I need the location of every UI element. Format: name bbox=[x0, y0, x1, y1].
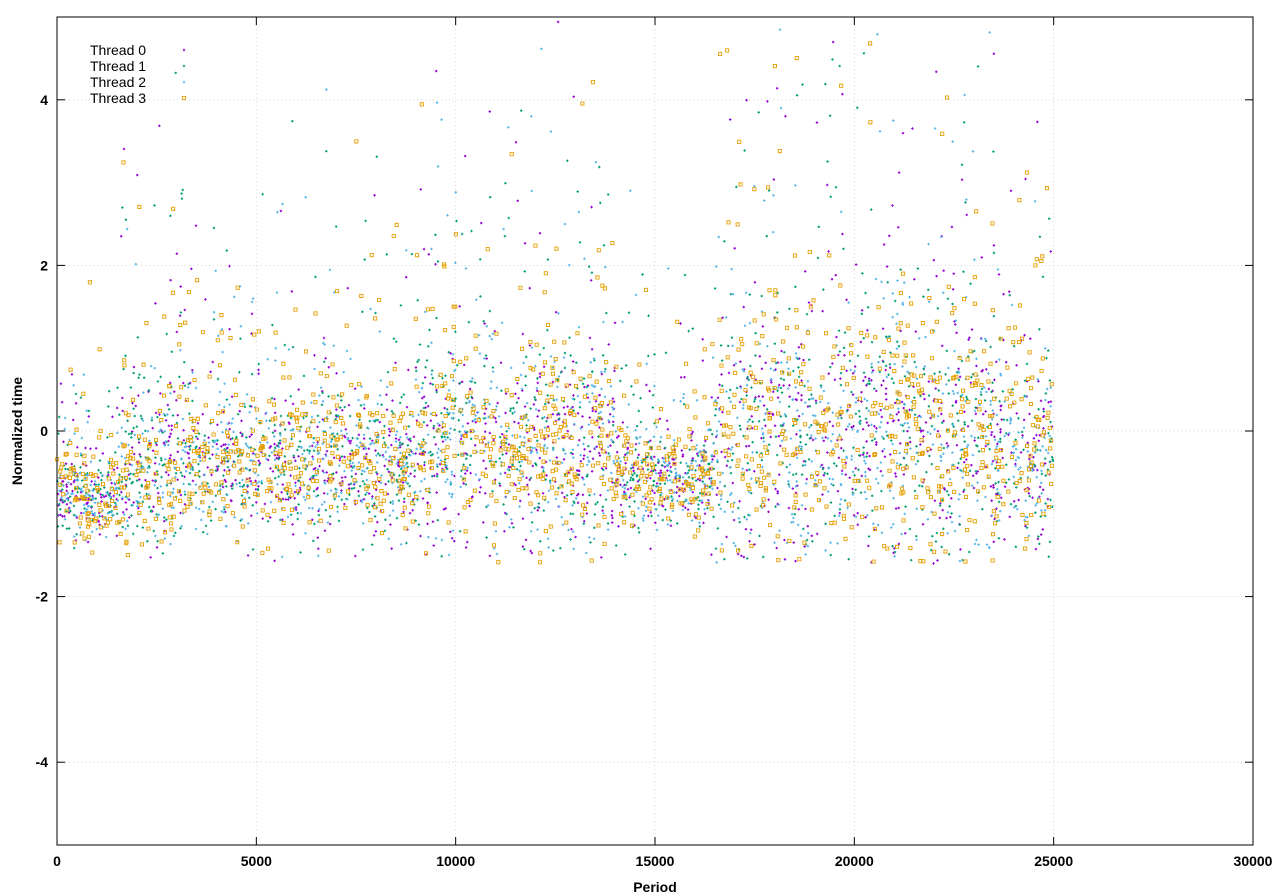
y-tick-label: -2 bbox=[36, 589, 49, 605]
y-tick-label: 2 bbox=[40, 257, 48, 273]
series-thread-3 bbox=[55, 41, 1054, 565]
x-tick-label: 0 bbox=[53, 853, 61, 869]
data-points bbox=[55, 20, 1055, 565]
x-tick-label: 10000 bbox=[436, 853, 475, 869]
x-tick-label: 15000 bbox=[636, 853, 675, 869]
legend-item: Thread 2 bbox=[90, 74, 186, 90]
legend-marker bbox=[181, 95, 187, 101]
scatter-points-3 bbox=[55, 41, 1054, 565]
y-tick-labels: -4 -2 0 2 4 bbox=[36, 92, 49, 770]
scatter-points-1 bbox=[56, 52, 1055, 562]
y-axis-label: Normalized time bbox=[9, 377, 25, 485]
x-tick-label: 20000 bbox=[835, 853, 874, 869]
x-tick-label: 25000 bbox=[1034, 853, 1073, 869]
legend-marker bbox=[182, 48, 186, 52]
x-tick-label: 5000 bbox=[241, 853, 272, 869]
legend-item: Thread 0 bbox=[90, 42, 186, 58]
y-tick-label: 0 bbox=[40, 423, 48, 439]
legend-label: Thread 0 bbox=[90, 42, 146, 58]
x-axis-label: Period bbox=[633, 879, 677, 895]
x-tick-labels: 0 5000 10000 15000 20000 25000 30000 bbox=[53, 853, 1273, 869]
legend-label: Thread 1 bbox=[90, 58, 146, 74]
legend-item: Thread 1 bbox=[90, 58, 186, 74]
legend-item: Thread 3 bbox=[90, 90, 187, 106]
grid-lines bbox=[57, 17, 1253, 845]
axis-ticks bbox=[56, 17, 1254, 845]
legend-marker bbox=[182, 80, 186, 84]
x-tick-label: 30000 bbox=[1234, 853, 1273, 869]
y-tick-label: 4 bbox=[40, 92, 48, 108]
legend-label: Thread 2 bbox=[90, 74, 146, 90]
y-tick-label: -4 bbox=[36, 754, 49, 770]
series-thread-1 bbox=[56, 52, 1055, 562]
legend-marker bbox=[182, 64, 186, 68]
legend-label: Thread 3 bbox=[90, 90, 146, 106]
